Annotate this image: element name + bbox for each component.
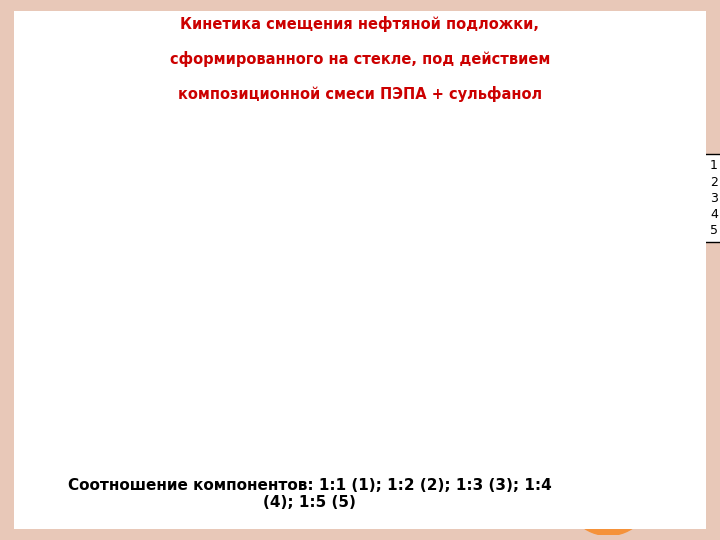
3 xyxy=(81,435,89,441)
2 xyxy=(197,218,205,224)
1 xyxy=(129,220,138,226)
5 xyxy=(197,261,205,268)
Legend: 1, 2, 3, 4, 5: 1, 2, 3, 4, 5 xyxy=(676,154,720,242)
Text: Соотношение компонентов: 1:1 (1); 1:2 (2); 1:3 (3); 1:4
(4); 1:5 (5): Соотношение компонентов: 1:1 (1); 1:2 (2… xyxy=(68,478,552,510)
2 xyxy=(379,198,387,205)
1 xyxy=(520,198,528,205)
Line: 2: 2 xyxy=(81,198,528,442)
5 xyxy=(520,244,528,251)
Text: сформированного на стекле, под действием: сформированного на стекле, под действием xyxy=(170,51,550,68)
3 xyxy=(379,244,387,251)
3 xyxy=(197,244,205,251)
5 xyxy=(108,307,117,313)
5 xyxy=(274,244,283,251)
4 xyxy=(129,198,138,205)
5 xyxy=(81,435,89,441)
Text: l·10³, м: l·10³, м xyxy=(40,124,85,137)
Line: 1: 1 xyxy=(81,198,528,442)
1 xyxy=(274,215,283,222)
2 xyxy=(274,215,283,222)
3 xyxy=(520,244,528,251)
5 xyxy=(129,264,138,270)
2 xyxy=(81,435,89,441)
5 xyxy=(379,244,387,251)
Line: 3: 3 xyxy=(81,243,528,442)
Circle shape xyxy=(565,451,652,536)
2 xyxy=(520,198,528,205)
2 xyxy=(129,220,138,226)
Text: Кинетика смещения нефтяной подложки,: Кинетика смещения нефтяной подложки, xyxy=(181,16,539,32)
1 xyxy=(197,215,205,222)
4 xyxy=(274,177,283,183)
X-axis label: t, сек: t, сек xyxy=(567,457,602,470)
Line: 5: 5 xyxy=(81,243,528,442)
3 xyxy=(274,244,283,251)
4 xyxy=(197,198,205,205)
1 xyxy=(108,264,117,270)
4 xyxy=(108,220,117,226)
4 xyxy=(81,435,89,441)
2 xyxy=(108,220,117,226)
Line: 4: 4 xyxy=(81,176,387,442)
1 xyxy=(81,435,89,441)
Text: композиционной смеси ПЭПА + сульфанол: композиционной смеси ПЭПА + сульфанол xyxy=(178,86,542,103)
4 xyxy=(379,177,387,183)
1 xyxy=(379,198,387,205)
